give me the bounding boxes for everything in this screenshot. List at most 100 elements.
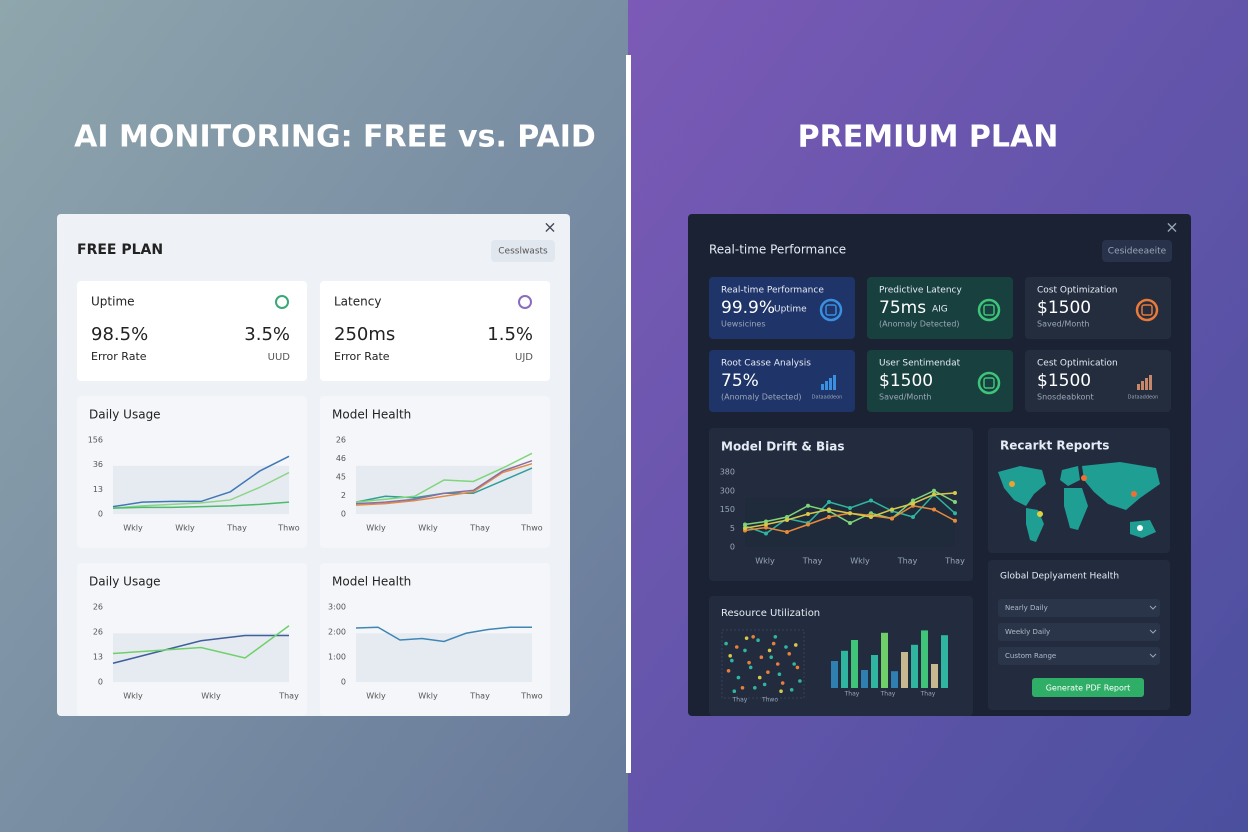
button-label: Cesslwasts — [498, 247, 548, 257]
x-tick-label: Wkly — [201, 692, 221, 701]
bar — [901, 652, 908, 688]
plot-area — [356, 465, 532, 514]
y-tick-label: 380 — [720, 468, 735, 477]
dropdown[interactable] — [998, 623, 1160, 641]
button[interactable] — [491, 240, 555, 262]
plot-area — [356, 633, 532, 682]
chart-title: Model Health — [332, 575, 411, 589]
point — [785, 530, 789, 534]
icon-ring — [1135, 298, 1159, 322]
button-label: Generate PDF Report — [1046, 684, 1131, 693]
dropdown-label: Custom Range — [1005, 652, 1056, 660]
icon-bar — [825, 381, 828, 390]
point — [848, 506, 852, 510]
x-tick-label: Thay — [732, 697, 748, 704]
y-tick-label: 156 — [88, 436, 103, 445]
x-tick-label: Wkly — [175, 524, 195, 533]
icon-bar — [829, 378, 832, 390]
status-ring — [518, 295, 532, 309]
y-tick-label: 0 — [98, 678, 103, 687]
point — [869, 498, 873, 503]
metric-tile — [709, 350, 855, 412]
point — [764, 531, 768, 536]
scatter-point — [777, 672, 782, 676]
scatter-point — [771, 641, 776, 646]
y-tick-label: 46 — [336, 454, 346, 463]
dropdown[interactable] — [998, 647, 1160, 665]
y-tick-label: 13 — [93, 653, 103, 662]
y-tick-label: 0 — [341, 510, 346, 519]
point — [827, 500, 831, 504]
point — [932, 507, 936, 512]
chart-title: Daily Usage — [89, 408, 161, 422]
y-tick-label: 2:00 — [328, 628, 346, 637]
y-tick-label: 26 — [93, 628, 103, 637]
label: Uptime — [774, 305, 807, 315]
icon-ring — [819, 298, 843, 322]
x-tick-label: Thwo — [277, 524, 300, 533]
label: Error Rate — [334, 350, 390, 363]
x-tick-label: Thay — [880, 691, 896, 698]
scatter-point — [775, 662, 780, 666]
panel-title: Real-time Performance — [709, 243, 846, 257]
y-tick-label: 300 — [720, 486, 735, 495]
label: Cest Optimication — [1037, 359, 1118, 369]
label: Saved/Month — [1037, 320, 1089, 329]
point — [932, 492, 936, 497]
label: Latency — [334, 295, 381, 309]
point — [911, 501, 915, 506]
icon-bar — [1149, 375, 1152, 390]
scatter-point — [751, 635, 755, 639]
world-map — [998, 462, 1160, 542]
chevron — [1149, 629, 1157, 634]
x-tick-label: Wkly — [418, 524, 438, 533]
y-tick-label: 1:00 — [328, 653, 346, 662]
scatter-point — [792, 662, 796, 666]
dropdown[interactable] — [998, 599, 1160, 617]
pdf-button[interactable] — [1032, 678, 1144, 697]
metric-tile — [867, 350, 1013, 412]
label: $1500 — [879, 371, 933, 391]
point — [953, 511, 957, 516]
x-tick-label: Thay — [278, 692, 299, 701]
heading: AI MONITORING: FREE vs. PAID — [74, 120, 596, 155]
point — [932, 488, 936, 493]
metric-tile — [1025, 350, 1171, 412]
scatter-point — [748, 665, 753, 670]
close: × — [543, 218, 556, 237]
icon-ring — [977, 298, 1001, 322]
label: 3.5% — [244, 324, 290, 345]
label: $1500 — [1037, 298, 1091, 318]
scatter-point — [730, 658, 734, 663]
y-tick-label: 5 — [730, 524, 735, 533]
y-tick-label: 13 — [93, 485, 103, 494]
metric-tile — [867, 277, 1013, 339]
y-tick-label: 36 — [93, 460, 103, 469]
label: Dataaddeon — [812, 395, 843, 401]
x-tick-label: Wkly — [123, 524, 143, 533]
scatter-point — [728, 654, 732, 658]
scatter-point — [747, 660, 751, 665]
chart-title: Daily Usage — [89, 575, 161, 589]
label: 1.5% — [487, 324, 533, 345]
label: Real-time Performance — [721, 286, 824, 296]
label: Dataaddeon — [1128, 395, 1159, 401]
label: (Anomaly Detected) — [721, 393, 802, 402]
metric-tile — [709, 277, 855, 339]
card-title: Resource Utilization — [721, 608, 820, 619]
label: Root Casse Analysis — [721, 359, 811, 369]
bar — [911, 644, 918, 688]
scatter-point — [724, 641, 728, 646]
point — [953, 491, 957, 495]
scatter-point — [734, 645, 739, 649]
scatter-point — [780, 681, 785, 685]
bar — [891, 671, 898, 688]
label: 75% — [721, 371, 759, 391]
button-label: Cesideeaeite — [1108, 247, 1167, 257]
scatter-point — [784, 645, 788, 649]
card-title: Recarkt Reports — [1000, 439, 1109, 453]
icon-ring — [977, 371, 1001, 395]
y-tick-label: 0 — [98, 510, 103, 519]
label: User Sentimendat — [879, 359, 961, 369]
button[interactable] — [1102, 240, 1172, 262]
